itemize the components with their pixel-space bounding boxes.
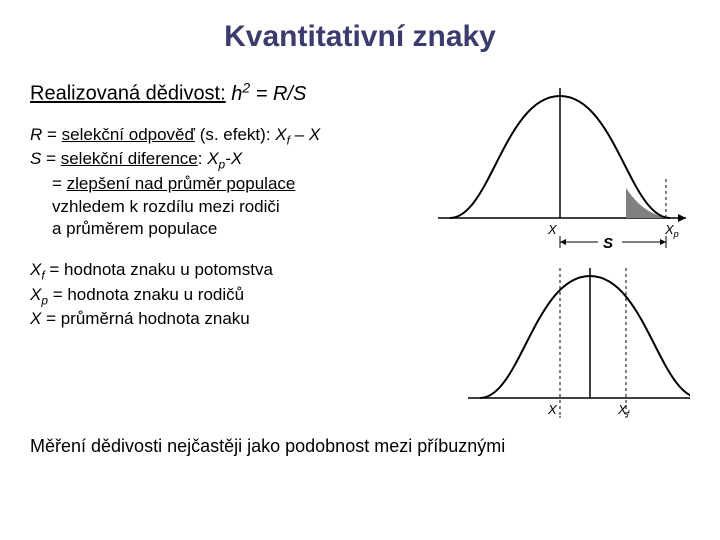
xp-lhs: X — [30, 285, 41, 304]
s-eq: = — [41, 149, 60, 168]
r-f2: – X — [290, 125, 320, 144]
h-var: h — [231, 83, 242, 105]
def-S-line2: = zlepšení nad průměr populace — [30, 173, 424, 196]
s-f1: X — [207, 149, 218, 168]
diagram-column: XXpSXXfR — [430, 78, 690, 418]
bottom-text: Měření dědivosti nejčastěji jako podobno… — [30, 436, 690, 457]
r-f1: X — [275, 125, 286, 144]
r-ul: selekční odpověď — [62, 125, 195, 144]
definitions-block: R = selekční odpověď (s. efekt): Xf – X … — [30, 124, 424, 242]
def-S-line3: vzhledem k rozdílu mezi rodiči — [30, 196, 424, 219]
svg-text:R: R — [581, 415, 592, 418]
x-rest: = průměrná hodnota znaku — [41, 309, 249, 328]
s-rest: : — [198, 149, 207, 168]
r-eq: = — [42, 125, 61, 144]
xp-rest: = hodnota znaku u rodičů — [48, 285, 244, 304]
x-lhs: X — [30, 309, 41, 328]
var-x: X = průměrná hodnota znaku — [30, 308, 424, 331]
s-lhs: S — [30, 149, 41, 168]
svg-text:S: S — [603, 235, 613, 252]
s-line2a: = — [52, 174, 67, 193]
page-title: Kvantitativní znaky — [30, 20, 690, 54]
formula-rest: = R/S — [250, 83, 306, 105]
subtitle-formula: h2 = R/S — [231, 83, 306, 105]
s-line2b: zlepšení nad průměr populace — [67, 174, 296, 193]
svg-text:Xf: Xf — [617, 402, 631, 418]
subtitle: Realizovaná dědivost: h2 = R/S — [30, 78, 424, 108]
var-xp: Xp = hodnota znaku u rodičů — [30, 284, 424, 308]
xp-sub: p — [41, 293, 48, 307]
svg-text:X: X — [547, 402, 558, 417]
content-row: Realizovaná dědivost: h2 = R/S R = selek… — [30, 78, 690, 418]
r-lhs: R — [30, 125, 42, 144]
xf-rest: = hodnota znaku u potomstva — [45, 260, 273, 279]
def-S-line4: a průměrem populace — [30, 218, 424, 241]
def-S: S = selekční diference: Xp-X — [30, 148, 424, 172]
text-column: Realizovaná dědivost: h2 = R/S R = selek… — [30, 78, 424, 349]
s-ul: selekční diference — [61, 149, 198, 168]
s-f2: -X — [225, 149, 242, 168]
subtitle-label: Realizovaná dědivost: — [30, 83, 226, 105]
r-rest: (s. efekt): — [195, 125, 275, 144]
bell-curves-diagram: XXpSXXfR — [430, 78, 690, 418]
vars-block: Xf = hodnota znaku u potomstva Xp = hodn… — [30, 259, 424, 331]
def-R: R = selekční odpověď (s. efekt): Xf – X — [30, 124, 424, 148]
xf-lhs: X — [30, 260, 41, 279]
var-xf: Xf = hodnota znaku u potomstva — [30, 259, 424, 283]
h-exp: 2 — [242, 79, 250, 95]
svg-text:X: X — [547, 222, 558, 237]
